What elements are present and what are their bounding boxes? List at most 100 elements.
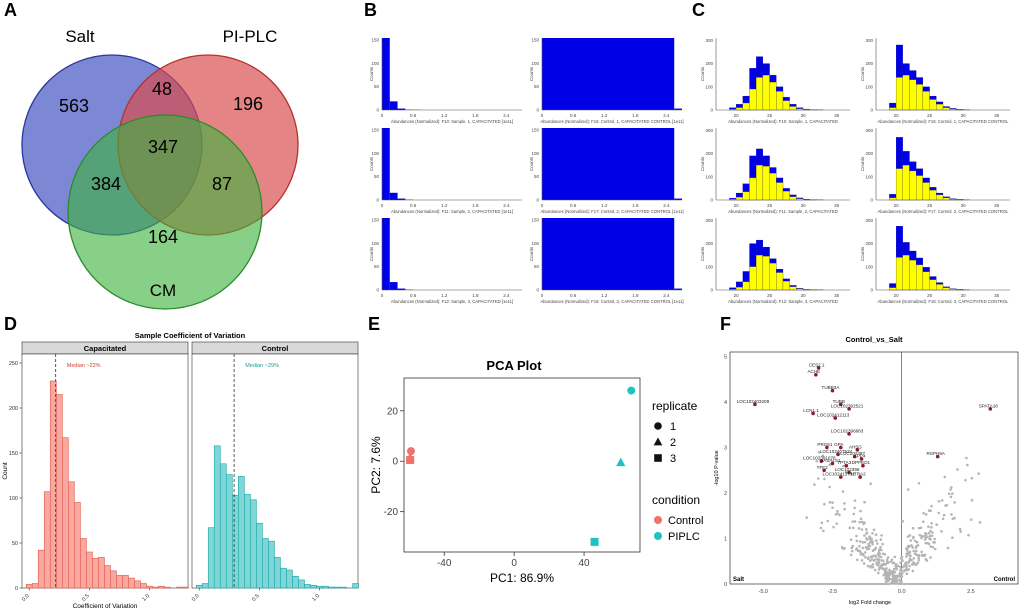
volcano-point-label: LOC102413732	[823, 472, 856, 477]
cv-histogram-bar	[340, 586, 347, 589]
volcano-point	[940, 529, 943, 533]
cv-histogram-bar	[68, 481, 75, 589]
volcano-point	[886, 556, 890, 559]
x-tick-label: 0	[511, 558, 517, 569]
histogram-b-bar	[674, 108, 682, 110]
volcano-point	[872, 528, 876, 532]
cv-histogram-bar	[352, 583, 359, 589]
volcano-point	[900, 575, 904, 578]
histogram-c-bar-subset	[909, 170, 917, 201]
volcano-point	[863, 500, 866, 504]
cv-histogram-bar	[219, 463, 227, 589]
volcano-point-label: HTRA2	[851, 472, 867, 477]
volcano-point	[951, 492, 954, 495]
cv-histogram-bar	[238, 476, 245, 589]
volcano-point	[924, 513, 928, 516]
cv-histogram-bar	[262, 538, 269, 589]
legend-replicate-title: replicate	[652, 399, 698, 413]
volcano-point	[884, 569, 888, 572]
volcano-point	[893, 567, 896, 571]
venn-count-all: 347	[148, 137, 178, 157]
volcano-point-label: LOC102392521	[831, 403, 864, 408]
histogram-c-3: 20 25 30 35 0 100 200 300 Counts Abundances (Norm…	[700, 128, 850, 214]
volcano-point	[915, 549, 918, 553]
volcano-point	[922, 511, 926, 515]
histogram-b-5: 0 0.6 1.2 1.8 2.4 0 50 100 150 Counts Abundances (…	[369, 218, 522, 304]
x-tick-label: 20	[734, 113, 740, 118]
histogram-c-bar-subset	[769, 81, 777, 111]
x-tick-label: 25	[927, 293, 933, 298]
volcano-point-label: LOC102391078	[803, 456, 836, 461]
volcano-point	[912, 536, 915, 540]
y-tick-label: 50	[374, 84, 380, 89]
volcano-point	[940, 499, 944, 502]
histogram-c-bar-subset	[929, 279, 937, 291]
volcano-point	[855, 558, 859, 562]
histogram-c-bar-subset	[936, 194, 944, 201]
histogram-c-bar-subset	[902, 165, 910, 201]
histogram-c-1: 20 25 30 35 0 100 200 300 Counts Abundances (Norm…	[700, 38, 850, 124]
x-tick-label: 30	[961, 293, 967, 298]
histogram-c-6: 20 25 30 35 0 100 200 300 Counts Abundances (Norm…	[860, 218, 1010, 304]
volcano-point	[835, 522, 839, 525]
volcano-point	[899, 561, 902, 565]
histogram-c-bar-subset	[789, 106, 797, 111]
volcano-point	[910, 544, 913, 547]
volcano-point	[943, 475, 947, 479]
volcano-significant-point	[830, 388, 835, 393]
volcano-point	[949, 488, 952, 491]
histogram-b-3: 0 0.6 1.2 1.8 2.4 0 50 100 150 Counts Abundances (…	[369, 128, 522, 214]
volcano-significant-point	[847, 407, 851, 411]
x-tick-label: 30	[961, 113, 967, 118]
cv-histogram-bar	[98, 557, 105, 589]
volcano-point	[905, 555, 908, 558]
histogram-c-bar-subset	[916, 84, 924, 111]
volcano-point	[929, 556, 932, 559]
y-tick-label: 0	[724, 582, 727, 588]
volcano-point	[873, 568, 877, 572]
volcano-point	[876, 542, 879, 545]
volcano-point	[868, 540, 872, 544]
cv-histogram-bar	[43, 491, 51, 589]
volcano-significant-point	[822, 468, 826, 473]
panel-letter-c: C	[692, 0, 705, 20]
y-tick-label: 100	[705, 84, 713, 89]
volcano-point	[892, 570, 896, 574]
x-tick-label: 0.6	[410, 293, 417, 298]
volcano-point	[869, 564, 873, 568]
y-tick-label: 200	[865, 61, 873, 66]
histogram-c-bar-subset	[895, 168, 903, 201]
facet-control: Control Median ~29% 0.0 0.5 1.0	[191, 341, 359, 603]
volcano-point	[929, 534, 932, 538]
volcano-point	[855, 539, 859, 543]
volcano-point	[925, 559, 929, 562]
volcano-point-label: CES2.1	[809, 362, 825, 367]
volcano-point	[898, 572, 902, 575]
x-axis-label: Abundances (Normalized): F11: Sample, 2,…	[391, 209, 513, 214]
y-axis-label: Count	[2, 462, 9, 480]
x-tick-label: -5.0	[758, 589, 767, 595]
volcano-point	[885, 558, 889, 562]
y-tick-label: 100	[531, 151, 539, 156]
volcano-point	[909, 554, 912, 558]
volcano-point	[909, 539, 913, 542]
y-tick-label: 0	[376, 108, 379, 113]
y-tick-label: 300	[705, 38, 713, 43]
volcano-point	[892, 561, 896, 564]
cv-histogram-bar	[304, 584, 311, 589]
pca-point	[406, 455, 415, 464]
x-axis-label: log2 Fold change	[849, 600, 891, 606]
y-tick-label: 50	[534, 264, 540, 269]
venn-count-salt-cm: 384	[91, 174, 121, 194]
volcano-point	[863, 534, 866, 537]
y-tick-label: 0	[376, 198, 379, 203]
cv-histogram-bar	[134, 580, 141, 589]
volcano-point	[838, 513, 841, 517]
histogram-c-bar-subset	[909, 260, 917, 291]
volcano-point	[922, 520, 925, 524]
volcano-significant-point	[816, 366, 821, 370]
volcano-significant-point	[858, 475, 862, 479]
histogram-c-bar-subset	[916, 264, 924, 291]
volcano-point	[899, 565, 902, 569]
cv-histogram-bar	[207, 527, 215, 589]
